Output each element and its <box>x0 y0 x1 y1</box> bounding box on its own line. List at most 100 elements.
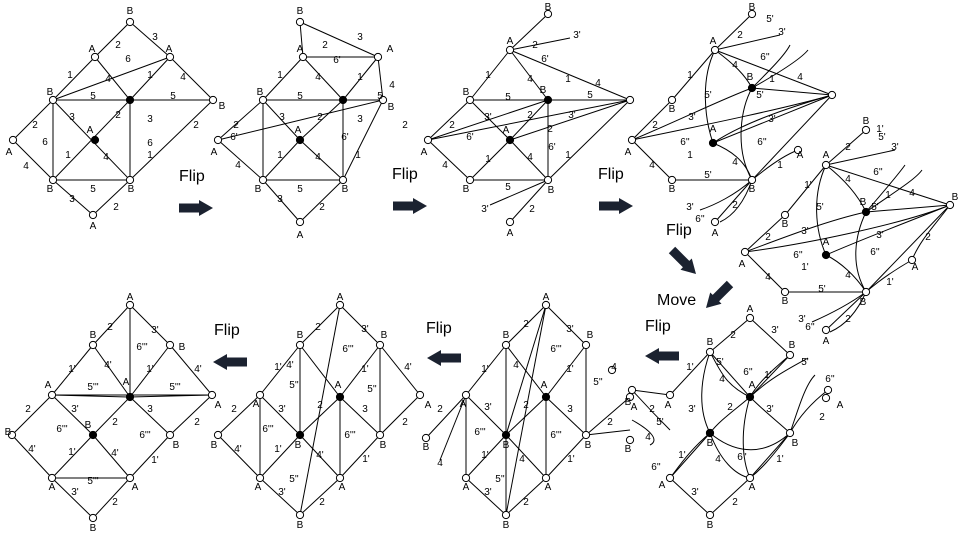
vertex-label-b: B <box>380 440 387 451</box>
interior-vertex <box>335 392 345 402</box>
edge <box>749 432 791 479</box>
boundary-vertex <box>821 160 831 170</box>
step-label-flip-3: Flip <box>598 166 624 183</box>
flip-arrow-right <box>599 198 633 214</box>
boundary-vertex <box>88 210 98 220</box>
edge <box>585 429 631 436</box>
curved-edge <box>865 169 923 213</box>
boundary-vertex <box>747 9 757 19</box>
curved-edge <box>855 211 867 293</box>
vertex-label-a: A <box>797 150 804 161</box>
edge <box>299 477 341 516</box>
edge <box>427 99 549 141</box>
boundary-vertex <box>710 45 720 55</box>
vertex-label-b: B <box>85 420 92 431</box>
edge <box>299 99 344 141</box>
edge-label: 4 <box>315 152 321 163</box>
edge-label: 1' <box>876 124 884 135</box>
vertex-label-b: B <box>503 440 510 451</box>
edge-label: 1' <box>146 364 154 375</box>
edge-label: 4 <box>909 188 915 199</box>
boundary-vertex <box>48 95 58 105</box>
edge-label: 2 <box>547 124 553 135</box>
edge <box>217 139 264 181</box>
curved-edge <box>744 211 867 253</box>
vertex-label-b: B <box>388 102 395 113</box>
curved-edge <box>811 291 867 323</box>
edge-label: 2 <box>233 120 239 131</box>
boundary-vertex <box>785 428 795 438</box>
edge <box>51 344 94 396</box>
flip-arrow-right <box>179 200 213 216</box>
vertex-label-a: A <box>45 380 52 391</box>
edge-label: 5'' <box>367 384 376 395</box>
boundary-vertex <box>125 17 135 27</box>
vertex-label-b: B <box>90 330 97 341</box>
edge-label: 1 <box>565 74 571 85</box>
boundary-vertex <box>945 200 955 210</box>
boundary-vertex <box>501 510 511 520</box>
edge <box>377 56 384 101</box>
vertex-label-b: B <box>749 184 756 195</box>
vertex-label-a: A <box>507 228 514 239</box>
edge-label: 6'' <box>757 137 766 148</box>
edge-label: 3 <box>567 404 573 415</box>
edge-label: 6''' <box>262 424 273 435</box>
edge <box>262 99 301 141</box>
edge-label: 2 <box>322 40 328 51</box>
vertex-label-a: A <box>215 400 222 411</box>
edge <box>709 317 751 353</box>
edge <box>631 99 673 141</box>
vertex-label-b: B <box>503 330 510 341</box>
edge-label: 5'' <box>289 474 298 485</box>
edge-label: 6'' <box>870 247 879 258</box>
interior-vertex <box>125 392 135 402</box>
boundary-vertex <box>465 175 475 185</box>
edge-label: 4 <box>527 74 533 85</box>
edge-label: 2 <box>115 40 121 51</box>
edge <box>825 149 896 166</box>
edge-label: 5' <box>871 202 879 213</box>
boundary-vertex <box>627 135 637 145</box>
boundary-vertex <box>47 473 57 483</box>
boundary-vertex <box>255 390 265 400</box>
edge <box>469 99 511 141</box>
edge <box>509 37 571 51</box>
edge <box>545 304 587 346</box>
edge-label: 6''' <box>474 427 485 438</box>
boundary-vertex <box>627 385 637 395</box>
edge <box>129 344 171 398</box>
edge-label: 1 <box>277 70 283 81</box>
edge <box>262 139 301 181</box>
edge <box>52 179 94 216</box>
edge-label: 5 <box>297 91 303 102</box>
vertex-label-b: B <box>707 520 714 531</box>
edge-label: 3' <box>778 27 786 38</box>
edge <box>465 477 507 516</box>
edge-label: 3 <box>362 404 368 415</box>
boundary-vertex <box>665 473 675 483</box>
edge-label: 2 <box>107 322 113 333</box>
edge-label: 6''' <box>139 430 150 441</box>
boundary-vertex <box>213 430 223 440</box>
interior-vertex <box>745 392 755 402</box>
edge <box>671 49 716 101</box>
vertex-label-b: B <box>47 184 54 195</box>
edge-label: 4 <box>442 160 448 171</box>
edge <box>465 434 507 479</box>
edge <box>825 291 867 331</box>
interior-vertex <box>747 83 757 93</box>
edge <box>825 129 867 166</box>
edge <box>169 56 214 101</box>
vertex-label-a: A <box>132 482 139 493</box>
boundary-vertex <box>165 340 175 350</box>
flip-arrow-right <box>393 198 427 214</box>
edge-label: 6'' <box>695 214 704 225</box>
edge-label: 3' <box>566 324 574 335</box>
vertex-label-a: A <box>749 380 756 391</box>
edge-label: 5 <box>505 182 511 193</box>
edge <box>505 304 547 346</box>
edge-label: 1' <box>361 364 369 375</box>
boundary-vertex <box>710 217 720 227</box>
edge <box>299 139 344 181</box>
